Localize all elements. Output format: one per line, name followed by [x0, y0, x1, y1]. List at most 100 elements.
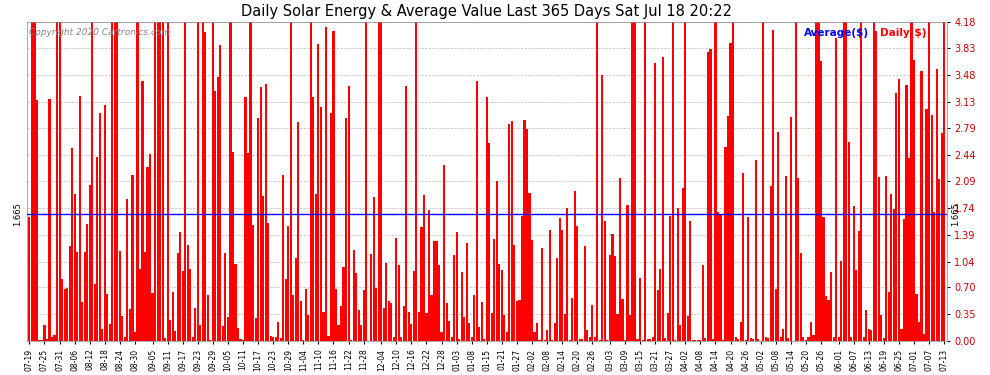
- Bar: [521, 216, 523, 341]
- Bar: [903, 219, 905, 341]
- Bar: [928, 22, 931, 341]
- Bar: [551, 340, 553, 341]
- Bar: [89, 185, 91, 341]
- Bar: [536, 324, 539, 341]
- Bar: [416, 22, 418, 341]
- Bar: [787, 338, 789, 341]
- Bar: [802, 337, 805, 341]
- Bar: [36, 100, 38, 341]
- Bar: [292, 296, 294, 341]
- Bar: [305, 289, 307, 341]
- Bar: [426, 314, 428, 341]
- Bar: [933, 211, 936, 341]
- Bar: [808, 337, 810, 341]
- Bar: [343, 267, 345, 341]
- Bar: [285, 279, 287, 341]
- Bar: [109, 324, 111, 341]
- Bar: [561, 230, 563, 341]
- Bar: [375, 288, 377, 341]
- Bar: [906, 84, 908, 341]
- Bar: [34, 22, 36, 341]
- Bar: [290, 22, 292, 341]
- Bar: [780, 337, 782, 341]
- Bar: [73, 194, 75, 341]
- Bar: [287, 226, 289, 341]
- Bar: [71, 147, 73, 341]
- Bar: [460, 273, 462, 341]
- Bar: [277, 322, 279, 341]
- Bar: [302, 340, 304, 341]
- Bar: [699, 340, 702, 341]
- Bar: [916, 294, 918, 341]
- Bar: [154, 22, 156, 341]
- Bar: [161, 22, 163, 341]
- Bar: [360, 325, 362, 341]
- Bar: [383, 308, 385, 341]
- Bar: [119, 251, 121, 341]
- Bar: [377, 22, 380, 341]
- Bar: [747, 217, 749, 341]
- Bar: [742, 173, 744, 341]
- Bar: [408, 312, 410, 341]
- Bar: [682, 188, 684, 341]
- Bar: [436, 242, 438, 341]
- Bar: [757, 339, 759, 341]
- Bar: [710, 49, 712, 341]
- Bar: [656, 290, 658, 341]
- Bar: [828, 300, 830, 341]
- Bar: [885, 176, 887, 341]
- Bar: [259, 87, 261, 341]
- Bar: [202, 22, 204, 341]
- Bar: [144, 252, 147, 341]
- Bar: [841, 261, 842, 341]
- Bar: [546, 330, 548, 341]
- Bar: [581, 339, 583, 341]
- Bar: [94, 284, 96, 341]
- Bar: [41, 340, 43, 341]
- Bar: [715, 22, 717, 341]
- Text: Copyright 2020 Cartronics.com: Copyright 2020 Cartronics.com: [29, 28, 170, 37]
- Bar: [921, 71, 923, 341]
- Bar: [878, 177, 880, 341]
- Bar: [777, 132, 779, 341]
- Bar: [514, 245, 516, 341]
- Bar: [222, 326, 224, 341]
- Bar: [362, 290, 364, 341]
- Bar: [890, 194, 892, 341]
- Bar: [825, 296, 827, 341]
- Bar: [883, 338, 885, 341]
- Bar: [355, 273, 357, 341]
- Bar: [335, 289, 337, 341]
- Bar: [671, 22, 674, 341]
- Bar: [553, 323, 555, 341]
- Bar: [900, 329, 903, 341]
- Bar: [493, 239, 495, 341]
- Bar: [184, 22, 186, 341]
- Bar: [720, 214, 722, 341]
- Bar: [199, 324, 201, 341]
- Bar: [524, 120, 526, 341]
- Bar: [501, 270, 503, 341]
- Bar: [242, 340, 245, 341]
- Bar: [272, 337, 274, 341]
- Bar: [204, 32, 206, 341]
- Bar: [486, 98, 488, 341]
- Bar: [142, 81, 144, 341]
- Bar: [516, 301, 518, 341]
- Bar: [428, 210, 430, 341]
- Bar: [307, 315, 310, 341]
- Bar: [639, 278, 642, 341]
- Bar: [347, 86, 349, 341]
- Bar: [918, 322, 920, 341]
- Bar: [687, 316, 689, 341]
- Bar: [214, 92, 217, 341]
- Bar: [262, 196, 264, 341]
- Bar: [481, 302, 483, 341]
- Bar: [767, 338, 769, 341]
- Bar: [732, 22, 735, 341]
- Bar: [58, 22, 60, 341]
- Text: Daily($): Daily($): [880, 28, 927, 38]
- Bar: [785, 176, 787, 341]
- Bar: [365, 22, 367, 341]
- Bar: [772, 30, 774, 341]
